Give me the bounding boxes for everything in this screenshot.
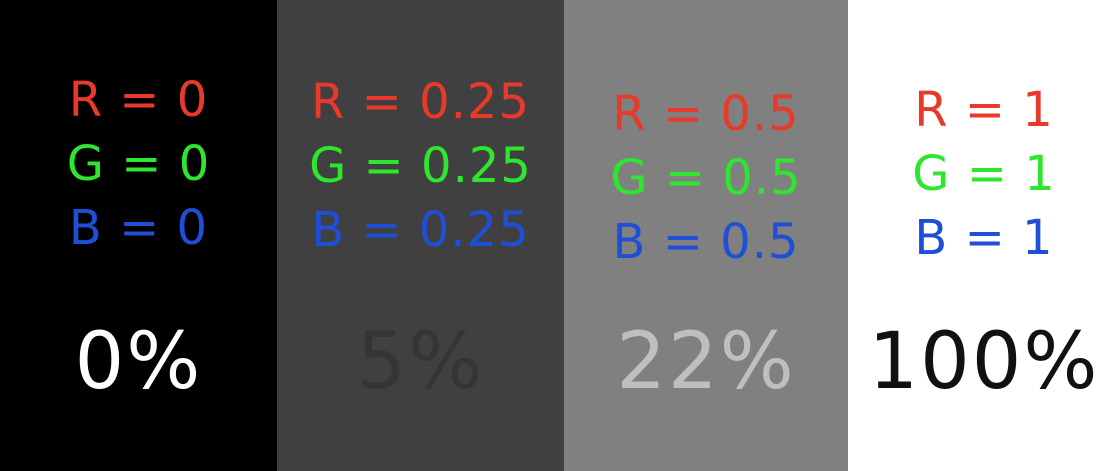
red-value: R = 0.25 bbox=[311, 74, 530, 130]
percent-label: 0% bbox=[74, 317, 203, 407]
blue-value: B = 0 bbox=[68, 200, 209, 256]
green-value: G = 0.5 bbox=[610, 150, 802, 206]
red-value: R = 0 bbox=[68, 72, 209, 128]
green-value: G = 0.25 bbox=[309, 138, 532, 194]
rgb-values: R = 0 G = 0 B = 0 bbox=[0, 68, 277, 260]
panel-dark-gray: R = 0.25 G = 0.25 B = 0.25 5% bbox=[277, 0, 564, 471]
panel-black: R = 0 G = 0 B = 0 0% bbox=[0, 0, 277, 471]
green-value: G = 0 bbox=[66, 136, 211, 192]
red-value: R = 1 bbox=[914, 82, 1054, 138]
blue-value: B = 0.25 bbox=[311, 202, 530, 258]
percent-label: 100% bbox=[868, 317, 1100, 407]
blue-value: B = 0.5 bbox=[612, 214, 800, 270]
rgb-values: R = 0.25 G = 0.25 B = 0.25 bbox=[277, 70, 564, 262]
green-value: G = 1 bbox=[912, 146, 1056, 202]
percent-label: 5% bbox=[356, 317, 485, 407]
panel-white: R = 1 G = 1 B = 1 100% bbox=[848, 0, 1120, 471]
percent-label: 22% bbox=[616, 317, 796, 407]
blue-value: B = 1 bbox=[914, 210, 1054, 266]
panel-mid-gray: R = 0.5 G = 0.5 B = 0.5 22% bbox=[564, 0, 848, 471]
red-value: R = 0.5 bbox=[612, 86, 800, 142]
rgb-values: R = 0.5 G = 0.5 B = 0.5 bbox=[564, 82, 848, 274]
rgb-values: R = 1 G = 1 B = 1 bbox=[848, 78, 1120, 270]
